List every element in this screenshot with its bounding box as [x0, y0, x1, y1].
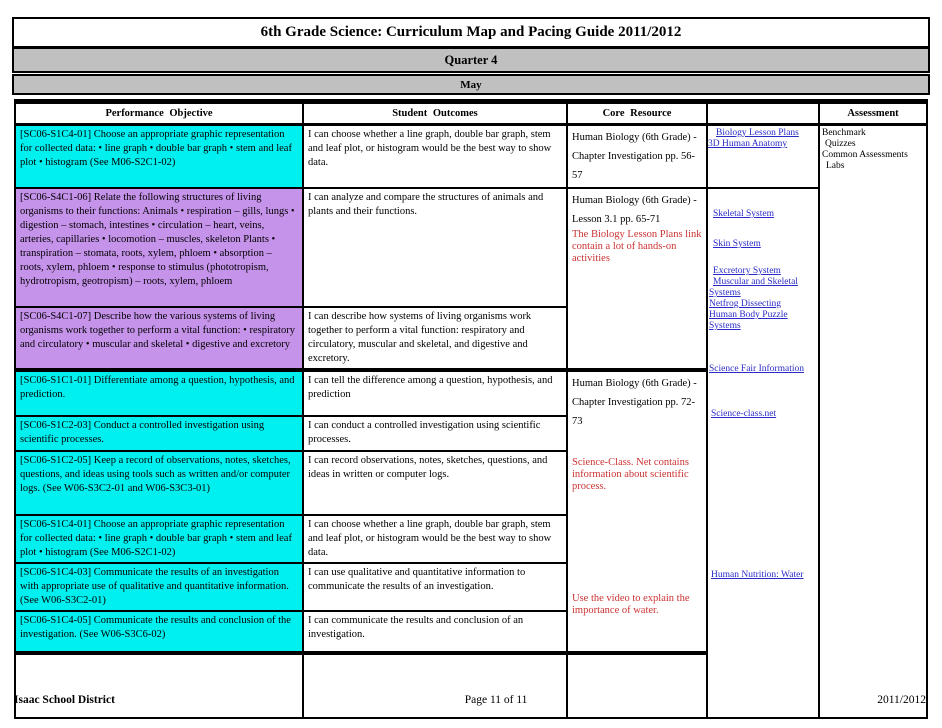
footer-year: 2011/2012: [877, 694, 926, 706]
outcome-text: I can tell the difference among a questi…: [308, 375, 553, 400]
3d-human-anatomy-link[interactable]: 3D Human Anatomy: [708, 139, 788, 149]
outcome-cell: I can analyze and compare the structures…: [302, 187, 568, 308]
netfrog-dissecting-link[interactable]: Netfrog Dissecting: [709, 299, 782, 309]
objective-cell: [SC06-S1C2-05] Keep a record of observat…: [14, 450, 304, 516]
table-row: [SC06-S1C4-01] Choose an appropriate gra…: [14, 514, 927, 564]
table-row: [SC06-S4C1-07] Describe how the various …: [14, 306, 927, 372]
quarter-label: Quarter 4: [444, 52, 498, 67]
core-resource-note: The Biology Lesson Plans link contain a …: [572, 229, 702, 264]
footer-page-number: Page 11 of 11: [464, 694, 528, 706]
resource-links-cell-top: Biology Lesson Plans 3D Human Anatomy: [706, 123, 820, 189]
outcome-cell: I can describe how systems of living org…: [302, 306, 568, 372]
outcome-text: I can choose whether a line graph, doubl…: [308, 129, 552, 168]
assessment-cell: Benchmark Quizzes Common Assessments Lab…: [818, 123, 928, 719]
table-row: [SC06-S1C1-01] Differentiate among a que…: [14, 369, 927, 655]
outcome-text: I can describe how systems of living org…: [308, 311, 532, 364]
outcome-cell: I can choose whether a line graph, doubl…: [302, 123, 568, 189]
table-row: [SC06-S1C4-01] Choose an appropriate gra…: [14, 123, 928, 719]
objective-cell-empty: [14, 652, 304, 719]
quarter-header: Quarter 4: [12, 47, 930, 73]
core-resource-note: Use the video to explain the importance …: [572, 593, 690, 616]
objective-cell: [SC06-S1C2-03] Conduct a controlled inve…: [14, 415, 304, 452]
objective-text: [SC06-S1C4-05] Communicate the results a…: [20, 615, 291, 640]
resource-links-cell-body: Skeletal System Skin System Excretory Sy…: [706, 187, 820, 719]
table-row: [SC06-S1C4-05] Communicate the results a…: [14, 610, 927, 655]
science-fair-information-link[interactable]: Science Fair Information: [709, 364, 804, 374]
objective-text: [SC06-S4C1-07] Describe how the various …: [20, 311, 295, 350]
assessment-item: Common Assessments: [822, 150, 908, 160]
objective-text: [SC06-S1C2-05] Keep a record of observat…: [20, 455, 291, 494]
outcome-text: I can communicate the results and conclu…: [308, 615, 524, 640]
core-resource-note: Science-Class. Net contains information …: [572, 457, 689, 492]
assessment-item: Labs: [826, 161, 845, 171]
skin-system-link[interactable]: Skin System: [713, 239, 761, 249]
assessment-item: Benchmark: [822, 128, 866, 138]
page-title: 6th Grade Science: Curriculum Map and Pa…: [12, 17, 930, 48]
outcome-cell: I can conduct a controlled investigation…: [302, 415, 568, 452]
body-systems-links-group: Excretory System Muscular and Skeletal S…: [709, 266, 817, 332]
human-body-puzzle-systems-link[interactable]: Human Body Puzzle Systems: [709, 310, 788, 331]
outcome-cell: I can tell the difference among a questi…: [302, 369, 568, 417]
table-header-row: Performance Objective Student Outcomes C…: [14, 99, 928, 126]
col-header-student-outcomes: Student Outcomes: [302, 99, 568, 126]
objective-cell: [SC06-S1C1-01] Differentiate among a que…: [14, 369, 304, 417]
outcome-text: I can analyze and compare the structures…: [308, 192, 544, 217]
curriculum-table: Performance Objective Student Outcomes C…: [14, 99, 928, 719]
page-footer: Isaac School District Page 11 of 11 2011…: [14, 694, 926, 706]
core-resource-cell: Human Biology (6th Grade) - Lesson 3.1 p…: [566, 187, 708, 372]
science-class-net-link[interactable]: Science-class.net: [711, 409, 777, 419]
objective-cell: [SC06-S1C4-01] Choose an appropriate gra…: [14, 514, 304, 564]
outcome-cell: I can record observations, notes, sketch…: [302, 450, 568, 516]
table-row: [SC06-S1C4-03] Communicate the results o…: [14, 562, 927, 612]
assessment-item: Quizzes: [825, 139, 856, 149]
core-resource-text: Human Biology (6th Grade) - Chapter Inve…: [572, 378, 697, 427]
col-header-performance-objective: Performance Objective: [14, 99, 304, 126]
col-header-links: [706, 99, 820, 126]
objective-cell: [SC06-S1C4-05] Communicate the results a…: [14, 610, 304, 655]
objective-text: [SC06-S1C1-01] Differentiate among a que…: [20, 375, 295, 400]
biology-lesson-plans-link[interactable]: Biology Lesson Plans: [716, 128, 799, 138]
human-nutrition-water-link[interactable]: Human Nutrition: Water: [711, 570, 804, 580]
table-row: [SC06-S1C2-03] Conduct a controlled inve…: [14, 415, 927, 452]
col-header-core-resource: Core Resource: [566, 99, 708, 126]
skeletal-system-link[interactable]: Skeletal System: [713, 209, 774, 219]
outcome-cell: I can choose whether a line graph, doubl…: [302, 514, 568, 564]
outcome-text: I can use qualitative and quantitative i…: [308, 567, 526, 592]
objective-cell: [SC06-S1C4-03] Communicate the results o…: [14, 562, 304, 612]
outcome-cell: I can use qualitative and quantitative i…: [302, 562, 568, 612]
table-row: [SC06-S1C2-05] Keep a record of observat…: [14, 450, 927, 516]
objective-text: [SC06-S1C4-03] Communicate the results o…: [20, 567, 289, 606]
outcome-cell-empty: [302, 652, 568, 719]
month-label: May: [460, 78, 482, 91]
outcome-text: I can choose whether a line graph, doubl…: [308, 519, 552, 558]
page-title-text: 6th Grade Science: Curriculum Map and Pa…: [260, 24, 682, 40]
table-row-empty: [14, 652, 927, 719]
objective-cell: [SC06-S4C1-06] Relate the following stru…: [14, 187, 304, 308]
core-resource-cell: Human Biology (6th Grade) - Chapter Inve…: [566, 369, 708, 655]
objective-text: [SC06-S4C1-06] Relate the following stru…: [20, 192, 295, 287]
month-header: May: [12, 74, 930, 95]
core-resource-cell: Human Biology (6th Grade) - Chapter Inve…: [566, 123, 708, 189]
footer-district: Isaac School District: [14, 694, 115, 706]
outcome-text: I can record observations, notes, sketch…: [308, 455, 548, 480]
col-header-assessment: Assessment: [818, 99, 928, 126]
objective-cell: [SC06-S1C4-01] Choose an appropriate gra…: [14, 123, 304, 189]
outcome-cell: I can communicate the results and conclu…: [302, 610, 568, 655]
objective-cell: [SC06-S4C1-07] Describe how the various …: [14, 306, 304, 372]
table-row: [SC06-S4C1-06] Relate the following stru…: [14, 187, 927, 719]
core-resource-text: Human Biology (6th Grade) - Chapter Inve…: [572, 132, 697, 181]
core-resource-cell-empty: [566, 652, 708, 719]
objective-text: [SC06-S1C4-01] Choose an appropriate gra…: [20, 519, 292, 558]
objective-text: [SC06-S1C2-03] Conduct a controlled inve…: [20, 420, 265, 445]
objective-text: [SC06-S1C4-01] Choose an appropriate gra…: [20, 129, 292, 168]
muscular-skeletal-systems-link[interactable]: Muscular and Skeletal Systems: [709, 277, 798, 298]
excretory-system-link[interactable]: Excretory System: [713, 266, 781, 276]
core-resource-text: Human Biology (6th Grade) - Lesson 3.1 p…: [572, 195, 697, 225]
outcome-text: I can conduct a controlled investigation…: [308, 420, 541, 445]
